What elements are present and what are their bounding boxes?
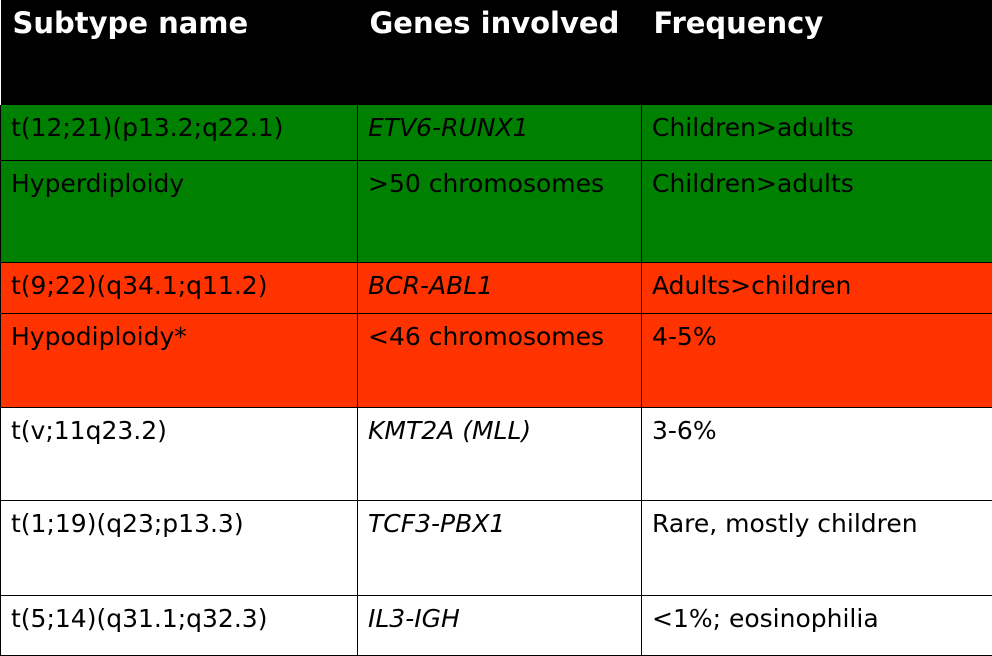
frequency-cell: Children>adults: [642, 160, 992, 262]
subtype-cell: t(5;14)(q31.1;q32.3): [1, 595, 358, 655]
frequency-cell: 3-6%: [642, 407, 992, 500]
subtype-cell: t(1;19)(q23;p13.3): [1, 500, 358, 595]
genes-cell: IL3-IGH: [358, 595, 642, 655]
frequency-cell: <1%; eosinophilia: [642, 595, 992, 655]
genes-cell: ETV6-RUNX1: [358, 105, 642, 160]
subtype-cell: t(v;11q23.2): [1, 407, 358, 500]
table-row: t(v;11q23.2) KMT2A (MLL) 3-6%: [1, 407, 992, 500]
subtype-cell: t(12;21)(p13.2;q22.1): [1, 105, 358, 160]
subtype-cell: t(9;22)(q34.1;q11.2): [1, 262, 358, 313]
genes-cell: TCF3-PBX1: [358, 500, 642, 595]
header-row: Subtype name Genes involved Frequency: [1, 0, 992, 105]
table-row: t(9;22)(q34.1;q11.2) BCR-ABL1 Adults>chi…: [1, 262, 992, 313]
frequency-cell: 4-5%: [642, 313, 992, 407]
frequency-cell: Adults>children: [642, 262, 992, 313]
table-row: t(1;19)(q23;p13.3) TCF3-PBX1 Rare, mostl…: [1, 500, 992, 595]
subtype-cell: Hypodiploidy*: [1, 313, 358, 407]
header-genes-involved: Genes involved: [358, 0, 642, 105]
frequency-cell: Rare, mostly children: [642, 500, 992, 595]
table-row: t(5;14)(q31.1;q32.3) IL3-IGH <1%; eosino…: [1, 595, 992, 655]
table-row: Hyperdiploidy >50 chromosomes Children>a…: [1, 160, 992, 262]
genes-cell: <46 chromosomes: [358, 313, 642, 407]
frequency-cell: Children>adults: [642, 105, 992, 160]
table-row: t(12;21)(p13.2;q22.1) ETV6-RUNX1 Childre…: [1, 105, 992, 160]
subtype-cell: Hyperdiploidy: [1, 160, 358, 262]
genes-cell: >50 chromosomes: [358, 160, 642, 262]
header-subtype-name: Subtype name: [1, 0, 358, 105]
table-row: Hypodiploidy* <46 chromosomes 4-5%: [1, 313, 992, 407]
genes-cell: BCR-ABL1: [358, 262, 642, 313]
genes-cell: KMT2A (MLL): [358, 407, 642, 500]
header-frequency: Frequency: [642, 0, 992, 105]
